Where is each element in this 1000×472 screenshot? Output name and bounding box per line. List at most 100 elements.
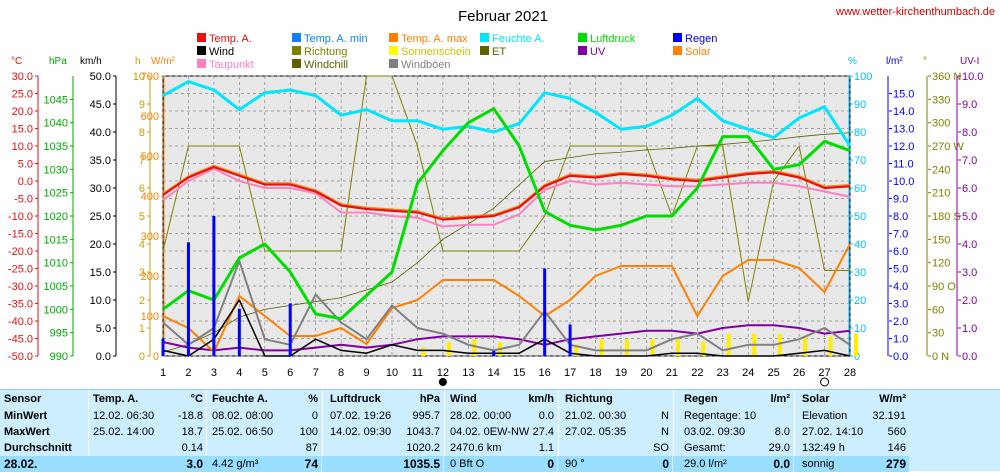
legend-swatch bbox=[389, 59, 398, 68]
legend-swatch bbox=[197, 46, 206, 55]
axis-tick-label: 400 bbox=[141, 191, 159, 203]
sonnenschein-bar bbox=[446, 342, 451, 356]
windb-en-line bbox=[162, 259, 851, 352]
axis-tick-label: 50 bbox=[854, 211, 866, 223]
hdr-wind: Wind bbox=[450, 393, 477, 405]
axis-tick-label: 1035 bbox=[44, 141, 68, 153]
unit-hum: % bbox=[848, 56, 857, 67]
axis-tick-label: 15.0 bbox=[90, 267, 111, 279]
axis-tick-label: -20.0 bbox=[8, 246, 33, 258]
temp-a-line bbox=[162, 165, 851, 221]
axis-tick-label: 270 W bbox=[932, 141, 964, 153]
unit: W/m² bbox=[879, 393, 906, 405]
value: 8.0 bbox=[774, 426, 790, 438]
chart-axes: 30.025.020.015.010.05.00.0-5.0-10.0-15.0… bbox=[8, 71, 983, 387]
axis-tick-label: 600 bbox=[141, 111, 159, 123]
x-tick-label: 11 bbox=[412, 367, 423, 379]
axis-tick-label: 0.0 bbox=[962, 351, 977, 363]
chart-series bbox=[161, 75, 858, 357]
value: 0.14 bbox=[181, 442, 203, 454]
axis-tick-label: -40.0 bbox=[8, 316, 33, 328]
axis-tick-label: 200 bbox=[141, 271, 159, 283]
time: 07.02. 19:26 bbox=[330, 410, 392, 422]
col-wind: Wind km/h 28.02. 00:00 0.0 04.02. 0EW-NW 27… bbox=[444, 390, 557, 472]
label-min: MinWert bbox=[4, 410, 48, 422]
label-max: MaxWert bbox=[4, 426, 50, 438]
unit-rain: l/m² bbox=[886, 56, 903, 67]
axis-tick-label: 90 bbox=[854, 99, 866, 111]
axis-tick-label: 10.0 bbox=[12, 141, 33, 153]
axis-tick-label: 1.0 bbox=[893, 334, 908, 346]
axis-tick-label: 240 bbox=[932, 164, 950, 176]
axis-tick-label: 6 bbox=[139, 183, 145, 195]
axis-tick-label: 11.0 bbox=[893, 159, 914, 171]
axis-tick-label: 10.0 bbox=[893, 176, 914, 188]
hours: 132:49 h bbox=[802, 442, 845, 454]
current-temp: 3.0 bbox=[186, 457, 203, 471]
luftdruck-line bbox=[162, 107, 851, 321]
axis-tick-label: 8.0 bbox=[893, 211, 908, 223]
current-solar: 279 bbox=[885, 457, 906, 471]
axis-tick-label: 15.0 bbox=[12, 124, 33, 136]
x-tick-label: 14 bbox=[488, 367, 500, 379]
x-tick-label: 27 bbox=[818, 367, 830, 379]
hdr-regen: Regen bbox=[684, 393, 718, 405]
axis-tick-label: -25.0 bbox=[8, 264, 33, 276]
axis-tick-label: 360 N bbox=[932, 71, 961, 83]
legend-swatch bbox=[578, 33, 587, 42]
x-tick-label: 23 bbox=[717, 367, 729, 379]
col-feuchte: Feuchte A.% 08.02. 08:00 0 25.02. 06:50 10… bbox=[206, 390, 321, 472]
axis-tick-label: 10 bbox=[133, 71, 145, 83]
axis-tick-label: 0 bbox=[153, 351, 159, 363]
legend-label: Regen bbox=[685, 33, 717, 45]
col-temp: Temp. A. °C 12.02. 06:30 -18.8 25.02. 14:0… bbox=[88, 390, 206, 472]
sonnenschein-bar bbox=[599, 339, 604, 356]
site-link: www.wetter-kirchenthumbach.de bbox=[835, 6, 995, 18]
axis-tick-label: 1045 bbox=[44, 94, 68, 106]
col-solar: Solar W/m² Elevation 32.191 27.02. 14:10 56… bbox=[794, 390, 909, 472]
time: 03.02. 09:30 bbox=[684, 426, 746, 438]
value: SO bbox=[653, 442, 669, 454]
value: 995.7 bbox=[412, 410, 440, 422]
axis-tick-label: 40 bbox=[854, 239, 866, 251]
axis-tick-label: 300 bbox=[141, 231, 159, 243]
value: 1020.2 bbox=[406, 442, 440, 454]
value: 0 bbox=[311, 410, 318, 422]
legend-label: Temp. A. max bbox=[401, 33, 468, 45]
legend-label: Richtung bbox=[304, 46, 347, 58]
x-tick-label: 18 bbox=[589, 367, 601, 379]
value: N bbox=[661, 410, 669, 422]
legend-swatch bbox=[480, 46, 489, 55]
plot-area bbox=[162, 75, 851, 357]
x-tick-label: 21 bbox=[666, 367, 678, 379]
axis-tick-label: 30.0 bbox=[12, 71, 33, 83]
axis-tick-label: 6.0 bbox=[893, 246, 908, 258]
sonnenschein-bar bbox=[803, 336, 808, 356]
value: 87 bbox=[305, 442, 318, 454]
legend-label: ET bbox=[492, 46, 506, 58]
axis-tick-label: -45.0 bbox=[8, 334, 33, 346]
x-tick-label: 6 bbox=[287, 367, 293, 379]
axis-tick-label: 1020 bbox=[44, 211, 68, 223]
axis-tick-label: 3.0 bbox=[893, 299, 908, 311]
col-richtung: Richtung 21.02. 00:30 N 27.02. 05:35 N SO … bbox=[558, 390, 672, 472]
legend-label: Wind bbox=[209, 46, 234, 58]
axis-tick-label: 50.0 bbox=[90, 71, 111, 83]
axis-tick-label: 9.0 bbox=[962, 99, 977, 111]
x-tick-label: 7 bbox=[313, 367, 319, 379]
value: 100 bbox=[299, 426, 318, 438]
axis-tick-label: 330 bbox=[932, 94, 950, 106]
sonnenschein-bar bbox=[726, 333, 731, 356]
current-date: 28.02. bbox=[4, 457, 38, 471]
hdr-druck: Luftdruck bbox=[330, 393, 381, 405]
new-moon-icon bbox=[438, 378, 447, 386]
value: 560 bbox=[887, 426, 906, 438]
time: 27.02. 05:35 bbox=[565, 426, 627, 438]
chart-legend: Temp. A. Temp. A. min Temp. A. max Feuchte … bbox=[197, 33, 717, 71]
axis-tick-label: -50.0 bbox=[8, 351, 33, 363]
axis-tick-label: 100 bbox=[854, 71, 872, 83]
x-tick-label: 13 bbox=[462, 367, 474, 379]
axis-tick-label: 40.0 bbox=[90, 127, 111, 139]
x-tick-label: 4 bbox=[236, 367, 242, 379]
unit-temp: °C bbox=[11, 56, 22, 67]
